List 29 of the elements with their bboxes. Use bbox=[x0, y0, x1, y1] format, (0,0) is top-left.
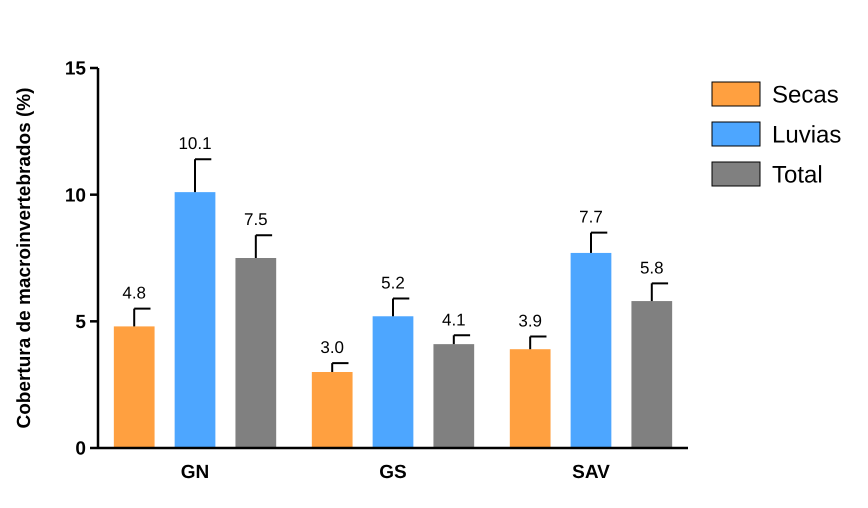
bar bbox=[570, 252, 612, 448]
data-label: 3.9 bbox=[518, 312, 542, 331]
bar bbox=[631, 301, 672, 448]
y-tick-label: 5 bbox=[75, 312, 86, 333]
bar bbox=[510, 349, 551, 448]
bar bbox=[433, 344, 474, 448]
data-label: 3.0 bbox=[320, 338, 344, 358]
y-tick-label: 0 bbox=[75, 438, 86, 460]
x-tick-label: SAV bbox=[572, 462, 610, 483]
x-tick-label: GN bbox=[180, 462, 210, 483]
x-tick-label: GS bbox=[379, 462, 407, 483]
data-label: 7.7 bbox=[579, 208, 603, 227]
data-label: 10.1 bbox=[178, 134, 212, 154]
legend-label: Secas bbox=[772, 81, 839, 108]
y-axis-title: Cobertura de macroinvertebrados (%) bbox=[14, 87, 35, 429]
bar bbox=[114, 326, 155, 448]
bar bbox=[312, 372, 353, 448]
data-label: 5.2 bbox=[381, 274, 405, 293]
bar bbox=[235, 258, 276, 448]
data-label: 5.8 bbox=[640, 258, 664, 278]
legend-label: Total bbox=[772, 161, 823, 188]
bar bbox=[174, 192, 216, 448]
y-tick-label: 15 bbox=[64, 58, 86, 80]
legend-label: Luvias bbox=[772, 121, 842, 148]
data-label: 4.8 bbox=[122, 284, 146, 303]
data-label: 7.5 bbox=[244, 210, 268, 230]
data-label: 4.1 bbox=[442, 310, 466, 330]
bar bbox=[372, 316, 414, 448]
y-tick-label: 10 bbox=[64, 185, 86, 206]
